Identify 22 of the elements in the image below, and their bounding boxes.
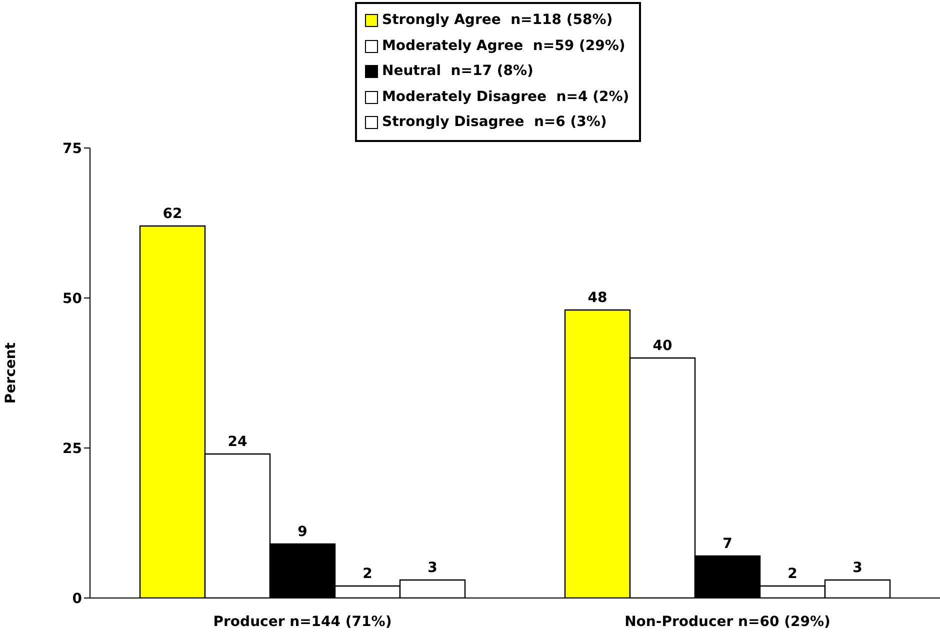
legend-label: Neutral n=17 (8%) <box>382 62 534 81</box>
data-label: 3 <box>428 560 438 576</box>
x-tick-label: Non-Producer n=60 (29%) <box>624 614 830 630</box>
legend-label: Moderately Agree n=59 (29%) <box>382 36 626 56</box>
y-tick-label: 50 <box>62 290 82 307</box>
data-label: 9 <box>298 524 308 540</box>
legend-label: Moderately Disagree n=4 (2%) <box>382 88 630 106</box>
data-label: 2 <box>362 566 372 582</box>
legend-label: Strongly Agree n=118 (58%) <box>382 11 613 30</box>
data-label: 2 <box>788 566 798 582</box>
data-label: 7 <box>722 536 732 552</box>
y-axis-title: Percent <box>2 342 19 404</box>
y-tick-label: 0 <box>72 590 82 607</box>
y-tick-label: 75 <box>62 140 82 157</box>
y-tick-label: 25 <box>62 440 82 457</box>
data-label: 24 <box>228 434 248 450</box>
data-label: 3 <box>852 560 862 576</box>
x-tick-label: Producer n=144 (71%) <box>213 614 392 630</box>
data-label: 62 <box>162 206 182 222</box>
data-label: 40 <box>652 338 672 354</box>
legend-label: Strongly Disagree n=6 (3%) <box>382 113 607 132</box>
data-label: 48 <box>588 290 608 306</box>
